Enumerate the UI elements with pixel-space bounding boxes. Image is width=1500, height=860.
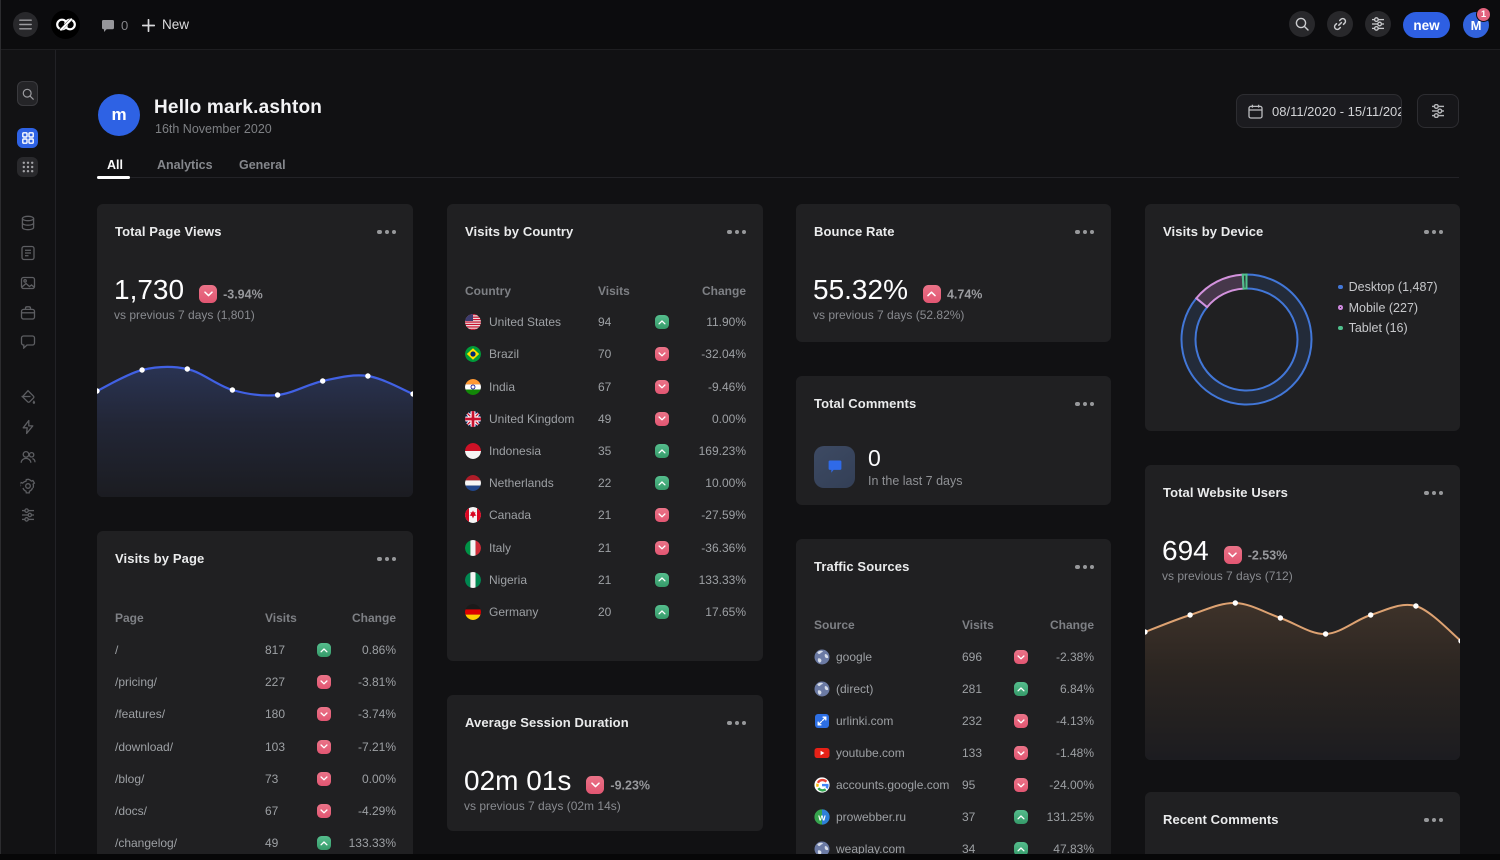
svg-text:w: w (817, 813, 826, 824)
